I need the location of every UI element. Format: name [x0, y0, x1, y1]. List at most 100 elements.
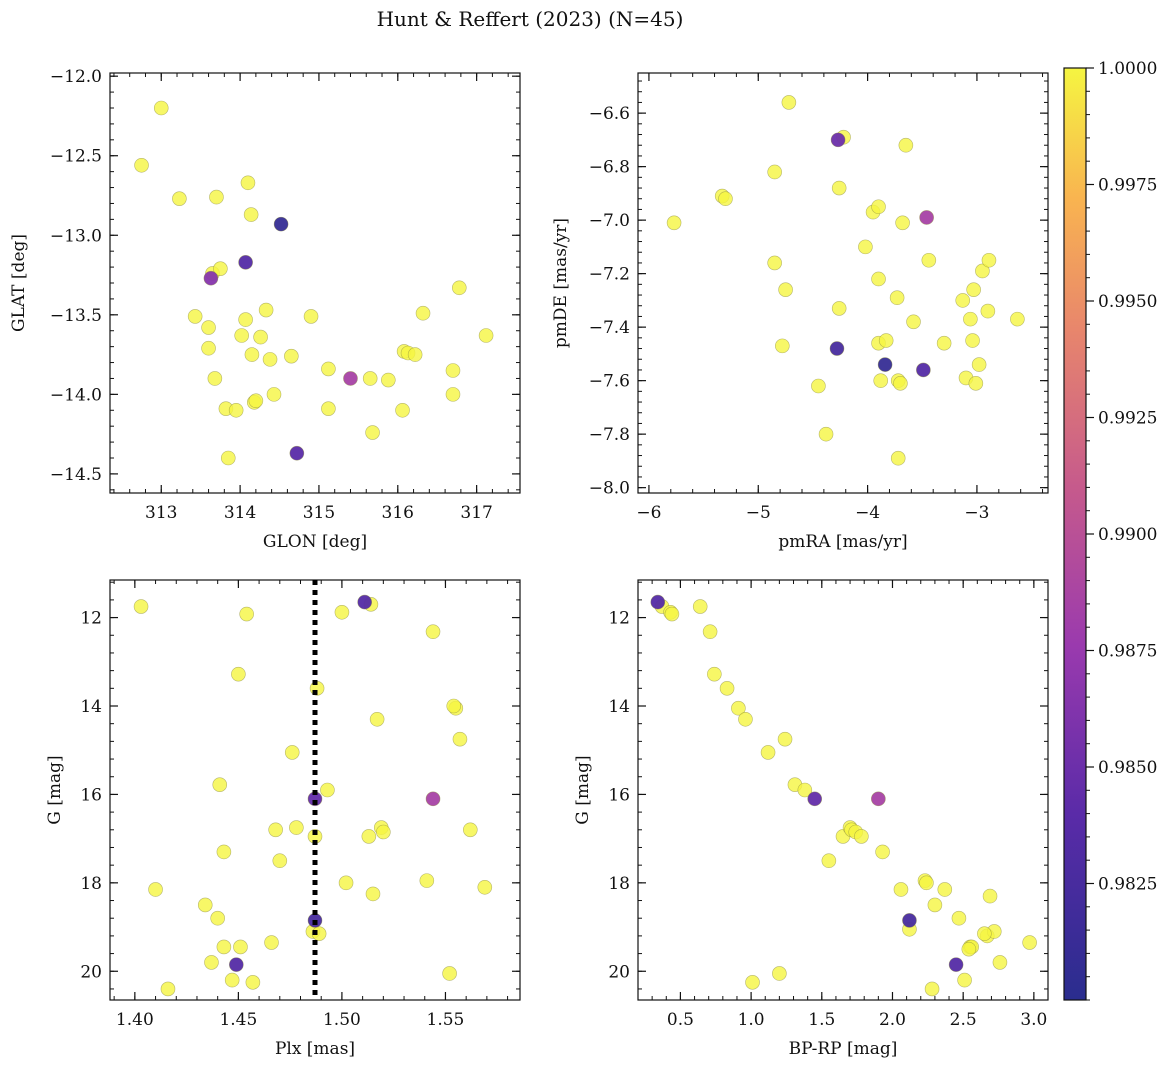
- scatter-point: [381, 372, 396, 388]
- scatter-point: [204, 955, 219, 970]
- scatter-point: [239, 606, 254, 622]
- scatter-point: [243, 207, 259, 222]
- scatter-point: [963, 311, 978, 327]
- scatter-point: [238, 255, 253, 270]
- scatter-point: [775, 338, 790, 354]
- scatter-point: [415, 305, 431, 321]
- scatter-point: [977, 926, 992, 941]
- scatter-point: [369, 711, 385, 727]
- colorbar-tick-label: 1.0000: [1098, 59, 1157, 79]
- scatter-point: [425, 791, 441, 807]
- scatter-point: [957, 972, 972, 988]
- y-tick-label: −14.5: [50, 465, 102, 485]
- scatter-point: [961, 941, 977, 957]
- scatter-point: [927, 897, 943, 913]
- x-tick-label: 314: [224, 503, 256, 523]
- scatter-point: [451, 280, 467, 296]
- scatter-point: [289, 445, 305, 461]
- scatter-point: [854, 829, 869, 844]
- scatter-point: [203, 270, 219, 286]
- x-tick-label: −3: [964, 503, 989, 523]
- scatter-point: [781, 95, 797, 110]
- figure-title: Hunt & Reffert (2023) (N=45): [377, 7, 684, 31]
- scatter-point: [258, 302, 274, 318]
- scatter-point: [148, 882, 163, 897]
- scatter-point: [719, 681, 735, 696]
- scatter-point: [321, 361, 336, 377]
- scatter-point: [919, 210, 934, 225]
- y-tick-label: −6.8: [589, 158, 630, 178]
- x-axis-label: Plx [mas]: [275, 1039, 355, 1059]
- scatter-point: [921, 252, 937, 268]
- scatter-point: [343, 371, 358, 386]
- scatter-point: [877, 357, 893, 372]
- y-tick-label: 12: [608, 609, 630, 629]
- y-tick-label: 20: [80, 962, 102, 982]
- x-tick-label: 1.40: [116, 1010, 154, 1030]
- scatter-point: [778, 282, 793, 297]
- colorbar-tick-label: 0.9900: [1098, 525, 1157, 545]
- scatter-point: [338, 875, 354, 891]
- scatter-point: [666, 215, 682, 231]
- x-axis-label: GLON [deg]: [263, 532, 367, 552]
- colorbar: 0.9825 0.9850 0.9875 0.9900 0.9925 0.9950 0.99…: [1063, 59, 1157, 1001]
- scatter-point: [268, 822, 283, 838]
- x-tick-label: 1.45: [219, 1010, 257, 1030]
- scatter-points: [134, 100, 494, 466]
- panels: 313 314 315 316 317 −12.0 −12.5 −13.0 −13.5 −14.0…: [9, 67, 1049, 1059]
- scatter-point: [760, 745, 776, 760]
- scatter-point: [965, 333, 980, 348]
- scatter-point: [197, 897, 213, 913]
- scatter-point: [357, 594, 372, 610]
- y-tick-label: 12: [80, 609, 102, 629]
- scatter-point: [692, 599, 708, 614]
- scatter-point: [992, 955, 1008, 970]
- scatter-point: [321, 401, 336, 416]
- plot-frame: [637, 579, 1049, 1001]
- x-tick-label: −4: [855, 503, 880, 523]
- scatter-points: [133, 580, 493, 1000]
- scatter-point: [975, 263, 990, 279]
- scatter-point: [895, 215, 910, 231]
- scatter-point: [224, 972, 240, 988]
- y-tick-label: −7.4: [589, 318, 630, 338]
- scatter-point: [407, 347, 423, 362]
- plot-frame: [637, 72, 1049, 494]
- panel-1: 313 314 315 316 317 −12.0 −12.5 −13.0 −13.5 −14.0…: [9, 67, 521, 552]
- y-axis-label: GLAT [deg]: [9, 234, 29, 332]
- scatter-point: [981, 252, 997, 268]
- colorbar-tick-label: 0.9925: [1098, 409, 1157, 429]
- scatter-point: [229, 957, 244, 972]
- colorbar-tick-label: 0.9950: [1098, 292, 1157, 312]
- scatter-point: [650, 594, 666, 610]
- y-tick-label: −13.5: [50, 306, 102, 326]
- y-tick-label: −8.0: [589, 479, 630, 499]
- scatter-point: [477, 879, 493, 895]
- scatter-point: [906, 314, 921, 330]
- scatter-point: [873, 373, 889, 388]
- y-tick-label: −14.0: [50, 385, 102, 405]
- colorbar-tick-label: 0.9825: [1098, 875, 1157, 895]
- x-tick-label: 2.0: [879, 1010, 906, 1030]
- y-tick-label: 18: [80, 874, 102, 894]
- scatter-point: [1022, 935, 1037, 950]
- scatter-point: [445, 363, 461, 378]
- scatter-point: [160, 981, 176, 997]
- scatter-point: [955, 293, 971, 308]
- scatter-point: [231, 666, 246, 682]
- y-axis-label: pmDE [mas/yr]: [551, 218, 571, 348]
- scatter-point: [273, 216, 289, 232]
- scatter-point: [266, 387, 282, 402]
- y-axis-label: G [mag]: [45, 755, 65, 824]
- y-tick-label: −12.0: [50, 67, 102, 87]
- scatter-point: [209, 189, 224, 205]
- y-tick-label: −7.2: [589, 265, 630, 285]
- scatter-point: [821, 853, 837, 869]
- scatter-point: [745, 975, 760, 990]
- scatter-point: [893, 882, 909, 897]
- scatter-point: [664, 606, 680, 622]
- scatter-point: [233, 939, 248, 955]
- scatter-point: [264, 935, 279, 950]
- scatter-point: [201, 340, 216, 356]
- scatter-point: [320, 782, 335, 798]
